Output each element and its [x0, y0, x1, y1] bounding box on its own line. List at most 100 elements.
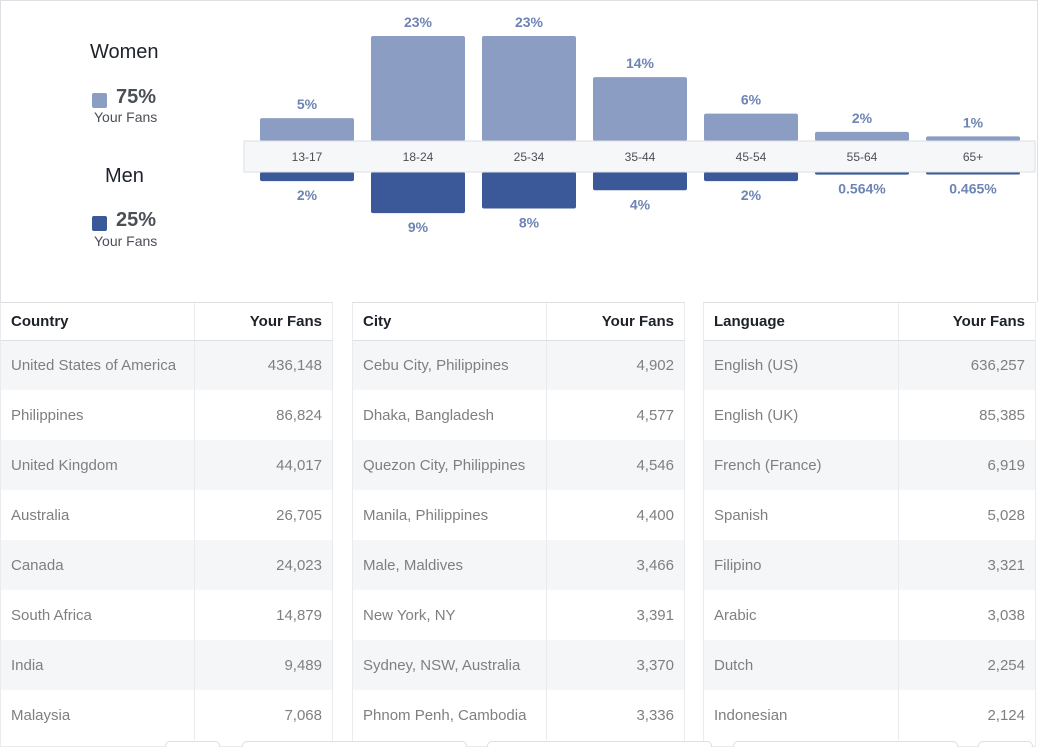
city-name-cell: Sydney, NSW, Australia — [353, 640, 546, 690]
language-column-header[interactable]: Language — [704, 303, 898, 341]
women-bar — [260, 118, 354, 141]
age-group-label: 45-54 — [736, 150, 767, 164]
women-legend-title: Women — [90, 41, 159, 63]
city-fans-cell: 3,466 — [545, 540, 684, 590]
language-fans-column-header[interactable]: Your Fans — [897, 303, 1035, 341]
age-group-label: 35-44 — [625, 150, 656, 164]
city-table-row: Dhaka, Bangladesh 4,577 — [353, 390, 684, 440]
men-bar — [926, 172, 1020, 175]
city-table-row: Manila, Philippines 4,400 — [353, 490, 684, 540]
language-table-row: French (France) 6,919 — [704, 440, 1035, 490]
country-table-row: Canada 24,023 — [1, 540, 332, 590]
age-group-label: 18-24 — [403, 150, 434, 164]
men-bar-label: 0.564% — [838, 181, 886, 197]
language-fans-cell: 5,028 — [897, 490, 1035, 540]
country-fans-cell: 14,879 — [193, 590, 332, 640]
city-table: City Your Fans Cebu City, Philippines 4,9… — [353, 303, 684, 740]
men-bar — [593, 172, 687, 191]
language-table-row: English (US) 636,257 — [704, 340, 1035, 390]
pager-button[interactable] — [487, 741, 712, 747]
men-bar — [704, 172, 798, 182]
city-fans-cell: 4,400 — [545, 490, 684, 540]
city-table-row: Sydney, NSW, Australia 3,370 — [353, 640, 684, 690]
city-name-cell: Quezon City, Philippines — [353, 440, 546, 490]
city-fans-cell: 3,391 — [545, 590, 684, 640]
country-fans-cell: 7,068 — [193, 690, 332, 740]
men-bar — [371, 172, 465, 214]
language-name-cell: English (UK) — [714, 406, 799, 424]
country-name-cell: Australia — [11, 506, 70, 524]
women-bar-label: 23% — [515, 14, 544, 30]
country-table-row: Malaysia 7,068 — [1, 690, 332, 740]
language-table-row: Indonesian 2,124 — [704, 690, 1035, 740]
language-table-row: English (UK) 85,385 — [704, 390, 1035, 440]
language-table-row: Dutch 2,254 — [704, 640, 1035, 690]
city-fans-cell: 4,577 — [545, 390, 684, 440]
country-fans-cell: 26,705 — [193, 490, 332, 540]
language-fans-cell: 2,124 — [897, 690, 1035, 740]
country-name-cell: United Kingdom — [1, 440, 194, 490]
language-table-row: Arabic 3,038 — [704, 590, 1035, 640]
women-bar-label: 1% — [963, 114, 984, 130]
men-bar — [482, 172, 576, 209]
country-fans-cell: 24,023 — [193, 540, 332, 590]
women-bar — [371, 36, 465, 141]
city-table-row: Phnom Penh, Cambodia 3,336 — [353, 690, 684, 740]
country-table-row: India 9,489 — [1, 640, 332, 690]
country-fans-cell: 436,148 — [193, 340, 332, 390]
city-name-cell: Male, Maldives — [353, 540, 546, 590]
pager-button[interactable] — [242, 741, 467, 747]
men-swatch-icon — [92, 216, 107, 231]
language-name-cell: Indonesian — [714, 706, 788, 724]
country-name-cell: India — [1, 640, 194, 690]
pager-button[interactable] — [733, 741, 958, 747]
pager-button[interactable] — [165, 741, 220, 747]
men-bar-label: 2% — [741, 187, 762, 203]
city-name-cell: Phnom Penh, Cambodia — [363, 706, 527, 724]
country-fans-column-header[interactable]: Your Fans — [193, 303, 332, 341]
men-bar — [260, 172, 354, 182]
language-name-cell: Dutch — [704, 640, 898, 690]
country-name-cell: Malaysia — [11, 706, 71, 724]
language-table: Language Your Fans English (US) 636,257 En… — [704, 303, 1035, 740]
city-name-cell: Cebu City, Philippines — [353, 340, 546, 390]
men-bar-label: 8% — [519, 215, 540, 231]
women-bar-label: 14% — [626, 55, 655, 71]
women-bar — [482, 36, 576, 141]
city-fans-column-header[interactable]: Your Fans — [545, 303, 684, 341]
city-name-cell: Dhaka, Bangladesh — [363, 406, 494, 424]
city-fans-cell: 3,370 — [545, 640, 684, 690]
women-bar — [593, 77, 687, 141]
language-name-cell: Spanish — [714, 506, 769, 524]
men-bar-label: 4% — [630, 196, 651, 212]
pager-button[interactable] — [978, 741, 1033, 747]
men-bar-label: 9% — [408, 219, 429, 235]
language-fans-cell: 85,385 — [897, 390, 1035, 440]
country-table: Country Your Fans United States of Ameri… — [1, 303, 332, 740]
country-name-cell: Philippines — [11, 406, 84, 424]
language-fans-cell: 3,038 — [897, 590, 1035, 640]
country-name-cell: South Africa — [11, 606, 92, 624]
language-name-cell: English (US) — [704, 340, 898, 390]
language-name-cell: Arabic — [714, 606, 757, 624]
women-bar — [926, 136, 1020, 141]
country-fans-cell: 44,017 — [193, 440, 332, 490]
country-column-header[interactable]: Country — [1, 303, 194, 341]
women-bar-label: 6% — [741, 92, 762, 108]
men-subtitle: Your Fans — [94, 233, 158, 249]
age-gender-panel: Women 75% Your Fans Men 25% Your Fans 5%… — [0, 0, 1038, 302]
city-fans-cell: 4,902 — [545, 340, 684, 390]
country-fans-cell: 9,489 — [193, 640, 332, 690]
age-group-label: 65+ — [963, 150, 983, 164]
country-fans-cell: 86,824 — [193, 390, 332, 440]
age-group-label: 13-17 — [292, 150, 323, 164]
age-group-label: 25-34 — [514, 150, 545, 164]
country-name-cell: United States of America — [1, 340, 194, 390]
women-bar — [704, 113, 798, 141]
men-bar — [815, 172, 909, 175]
language-table-row: Spanish 5,028 — [704, 490, 1035, 540]
men-bar-label: 0.465% — [949, 181, 997, 197]
age-group-label: 55-64 — [847, 150, 878, 164]
age-gender-chart: 5% 2% 23% 9% 23% 8% 14% 4% 6% 2% 2% 0.564% 1% 0.465% 1… — [243, 14, 1036, 235]
city-column-header[interactable]: City — [353, 303, 546, 341]
